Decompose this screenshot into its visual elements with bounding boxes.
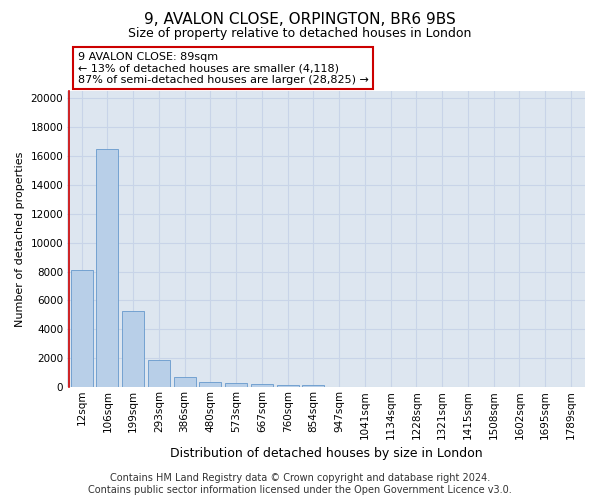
Bar [122, 310, 144, 387]
Bar [148, 360, 170, 387]
Text: 9, AVALON CLOSE, ORPINGTON, BR6 9BS: 9, AVALON CLOSE, ORPINGTON, BR6 9BS [144, 12, 456, 28]
Text: Size of property relative to detached houses in London: Size of property relative to detached ho… [128, 28, 472, 40]
Text: Contains HM Land Registry data © Crown copyright and database right 2024.
Contai: Contains HM Land Registry data © Crown c… [88, 474, 512, 495]
Bar [199, 382, 221, 387]
Bar [302, 386, 325, 387]
Bar [251, 384, 273, 387]
Bar [173, 377, 196, 387]
X-axis label: Distribution of detached houses by size in London: Distribution of detached houses by size … [170, 447, 482, 460]
Bar [71, 270, 92, 387]
Y-axis label: Number of detached properties: Number of detached properties [15, 152, 25, 326]
Bar [97, 148, 118, 387]
Text: 9 AVALON CLOSE: 89sqm
← 13% of detached houses are smaller (4,118)
87% of semi-d: 9 AVALON CLOSE: 89sqm ← 13% of detached … [78, 52, 368, 85]
Bar [277, 384, 299, 387]
Bar [225, 383, 247, 387]
